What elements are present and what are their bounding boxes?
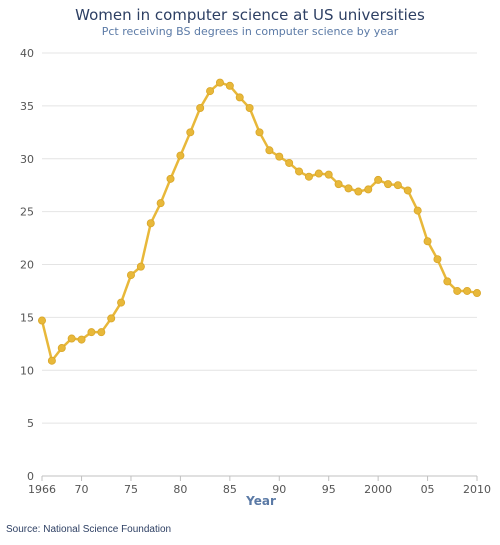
data-point-2000 xyxy=(374,175,383,184)
data-point-1986 xyxy=(235,93,244,102)
y-tick-label-5: 5 xyxy=(27,417,34,430)
y-tick-label-15: 15 xyxy=(20,311,34,324)
y-tick-label-20: 20 xyxy=(20,259,34,272)
data-point-1997 xyxy=(344,184,353,193)
grid-lines xyxy=(42,52,477,477)
data-point-1982 xyxy=(196,103,205,112)
data-point-1978 xyxy=(156,199,165,208)
data-point-1984 xyxy=(215,78,224,87)
data-point-1989 xyxy=(265,146,274,155)
data-point-1985 xyxy=(225,81,234,90)
data-point-1983 xyxy=(206,87,215,96)
chart-subtitle: Pct receiving BS degrees in computer sci… xyxy=(101,25,399,38)
data-point-1972 xyxy=(97,328,106,337)
data-point-1988 xyxy=(255,128,264,137)
x-axis-title: Year xyxy=(245,494,276,508)
data-point-1976 xyxy=(136,262,145,271)
data-point-1994 xyxy=(314,169,323,178)
x-tick-label-1975: 75 xyxy=(124,483,138,496)
x-tick-label-1970: 70 xyxy=(75,483,89,496)
data-point-2009 xyxy=(463,286,472,295)
series-layer xyxy=(38,78,481,365)
data-point-1966 xyxy=(38,316,47,325)
data-point-2002 xyxy=(393,181,402,190)
data-point-1998 xyxy=(354,187,363,196)
x-tick-label-1966: 1966 xyxy=(28,483,56,496)
x-tick-label-1990: 90 xyxy=(272,483,286,496)
data-point-2004 xyxy=(413,206,422,215)
data-point-1975 xyxy=(126,271,135,280)
data-point-1971 xyxy=(87,328,96,337)
data-point-1974 xyxy=(117,298,126,307)
data-point-1996 xyxy=(334,180,343,189)
data-point-2008 xyxy=(453,286,462,295)
data-point-1990 xyxy=(275,152,284,161)
y-tick-label-30: 30 xyxy=(20,153,34,166)
x-tick-label-1980: 80 xyxy=(173,483,187,496)
data-point-1992 xyxy=(295,167,304,176)
x-tick-label-1995: 95 xyxy=(322,483,336,496)
x-tick-label-2010: 2010 xyxy=(463,483,491,496)
data-point-1980 xyxy=(176,151,185,160)
data-point-2003 xyxy=(403,186,412,195)
x-tick-label-2000: 2000 xyxy=(364,483,392,496)
x-tick-label-2005: 05 xyxy=(421,483,435,496)
chart-title: Women in computer science at US universi… xyxy=(75,6,425,24)
data-point-1968 xyxy=(57,344,66,353)
y-tick-label-35: 35 xyxy=(20,100,34,113)
data-point-2010 xyxy=(472,289,481,298)
data-point-2006 xyxy=(433,255,442,264)
data-point-2005 xyxy=(423,237,432,246)
y-tick-label-25: 25 xyxy=(20,206,34,219)
data-point-1977 xyxy=(146,219,155,228)
data-point-2007 xyxy=(443,277,452,286)
data-point-1973 xyxy=(107,314,116,323)
data-point-2001 xyxy=(384,180,393,189)
data-point-1995 xyxy=(324,170,333,179)
data-point-1979 xyxy=(166,174,175,183)
y-tick-label-0: 0 xyxy=(27,470,34,483)
source-note: Source: National Science Foundation xyxy=(6,524,172,535)
data-point-1981 xyxy=(186,128,195,137)
y-tick-label-10: 10 xyxy=(20,364,34,377)
y-tick-label-40: 40 xyxy=(20,47,34,60)
data-point-1993 xyxy=(304,172,313,181)
data-point-1969 xyxy=(67,334,76,343)
data-point-1970 xyxy=(77,335,86,344)
x-tick-label-1985: 85 xyxy=(223,483,237,496)
data-point-1991 xyxy=(285,158,294,167)
data-point-1967 xyxy=(47,356,56,365)
data-point-1987 xyxy=(245,103,254,112)
data-point-1999 xyxy=(364,185,373,194)
